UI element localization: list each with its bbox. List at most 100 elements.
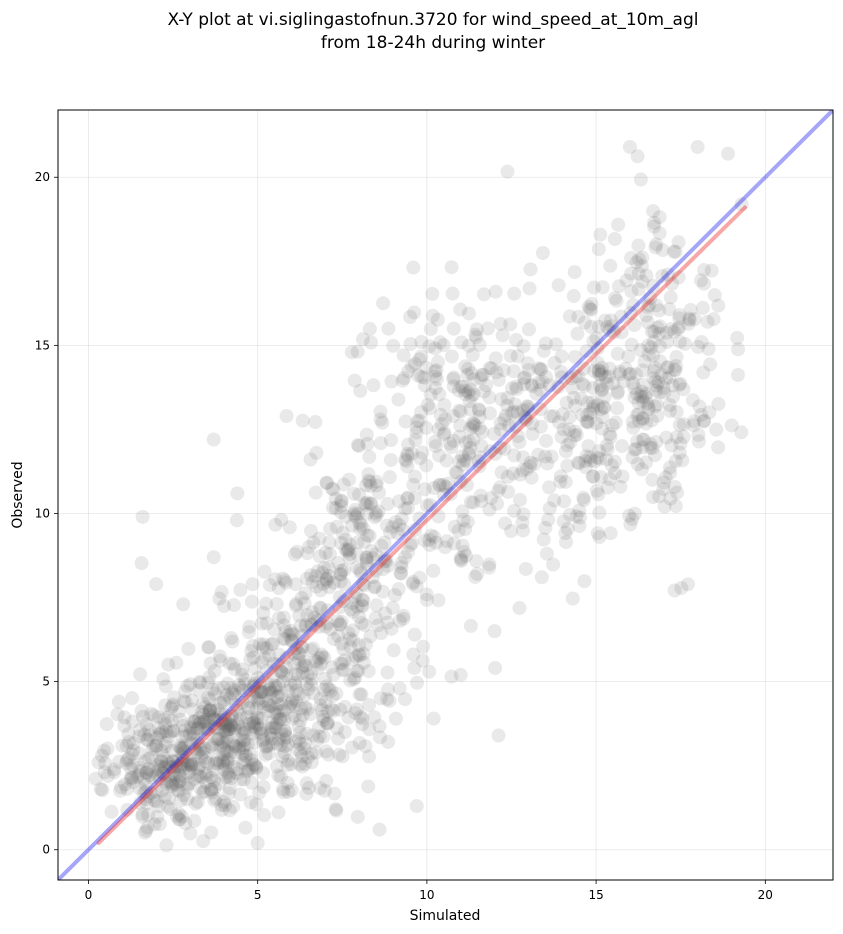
scatter-point	[211, 731, 226, 746]
scatter-point	[427, 529, 442, 544]
scatter-point	[330, 614, 345, 629]
scatter-point	[305, 605, 320, 620]
scatter-point	[295, 759, 310, 774]
scatter-point	[384, 621, 399, 636]
scatter-point	[151, 799, 166, 814]
scatter-point	[446, 536, 461, 551]
scatter-point	[624, 250, 639, 265]
scatter-point	[313, 656, 328, 671]
scatter-point	[616, 374, 631, 389]
scatter-point	[218, 770, 233, 785]
scatter-point	[393, 566, 408, 581]
scatter-point	[575, 377, 590, 392]
scatter-point	[342, 550, 357, 565]
scatter-point	[139, 796, 154, 811]
scatter-point	[630, 434, 645, 449]
scatter-point	[709, 422, 724, 437]
scatter-point	[520, 399, 535, 414]
scatter-point	[187, 742, 202, 757]
scatter-point	[505, 405, 520, 420]
scatter-point	[230, 766, 245, 781]
scatter-point	[460, 368, 475, 383]
scatter-point	[217, 599, 232, 614]
scatter-point	[232, 678, 247, 693]
scatter-point	[666, 389, 681, 404]
scatter-point	[410, 675, 425, 690]
scatter-point	[167, 767, 182, 782]
scatter-point	[589, 483, 604, 498]
scatter-point	[280, 775, 295, 790]
scatter-point	[589, 416, 604, 431]
scatter-point	[452, 403, 467, 418]
scatter-point	[133, 763, 148, 778]
scatter-point	[327, 786, 342, 801]
scatter-point	[517, 377, 532, 392]
scatter-point	[384, 374, 399, 389]
scatter-point	[215, 734, 230, 749]
scatter-point	[359, 478, 374, 493]
scatter-point	[560, 458, 575, 473]
scatter-point	[284, 757, 299, 772]
scatter-point	[346, 486, 361, 501]
scatter-point	[473, 371, 488, 386]
scatter-point	[672, 311, 687, 326]
scatter-point	[307, 610, 322, 625]
scatter-point	[459, 453, 474, 468]
scatter-point	[594, 367, 609, 382]
scatter-point	[295, 413, 310, 428]
scatter-point	[350, 344, 365, 359]
scatter-point	[196, 696, 211, 711]
scatter-point	[237, 676, 252, 691]
scatter-point	[249, 710, 264, 725]
scatter-point	[295, 628, 310, 643]
scatter-point	[293, 745, 308, 760]
scatter-point	[147, 708, 162, 723]
scatter-point	[503, 348, 518, 363]
scatter-point	[351, 647, 366, 662]
scatter-point	[453, 552, 468, 567]
scatter-point	[137, 772, 152, 787]
scatter-point	[369, 478, 384, 493]
scatter-point	[298, 586, 313, 601]
scatter-point	[369, 474, 384, 489]
scatter-point	[157, 760, 172, 775]
scatter-point	[295, 660, 310, 675]
scatter-point	[246, 715, 261, 730]
scatter-point	[584, 297, 599, 312]
scatter-point	[169, 655, 184, 670]
scatter-point	[230, 716, 245, 731]
scatter-point	[337, 577, 352, 592]
scatter-point	[264, 715, 279, 730]
scatter-point	[238, 749, 253, 764]
scatter-point	[730, 330, 745, 345]
scatter-point	[174, 747, 189, 762]
scatter-point	[177, 757, 192, 772]
scatter-point	[100, 741, 115, 756]
x-tick-label: 20	[758, 888, 773, 902]
scatter-point	[300, 608, 315, 623]
scatter-point	[648, 374, 663, 389]
scatter-point	[683, 303, 698, 318]
scatter-point	[259, 616, 274, 631]
scatter-point	[199, 713, 214, 728]
scatter-point	[603, 526, 618, 541]
scatter-point	[172, 704, 187, 719]
scatter-point	[430, 312, 445, 327]
scatter-point	[520, 356, 535, 371]
scatter-point	[476, 287, 491, 302]
scatter-point	[250, 717, 265, 732]
scatter-point	[625, 450, 640, 465]
scatter-point	[271, 689, 286, 704]
scatter-point	[557, 494, 572, 509]
scatter-point	[668, 499, 683, 514]
x-axis-ticks: 0 5 10 15 20	[85, 880, 773, 902]
scatter-point	[183, 677, 198, 692]
scatter-point	[296, 689, 311, 704]
scatter-point	[697, 413, 712, 428]
scatter-point	[569, 509, 584, 524]
scatter-point	[176, 597, 191, 612]
scatter-point	[420, 397, 435, 412]
scatter-point	[356, 593, 371, 608]
scatter-point	[631, 395, 646, 410]
scatter-point	[300, 546, 315, 561]
